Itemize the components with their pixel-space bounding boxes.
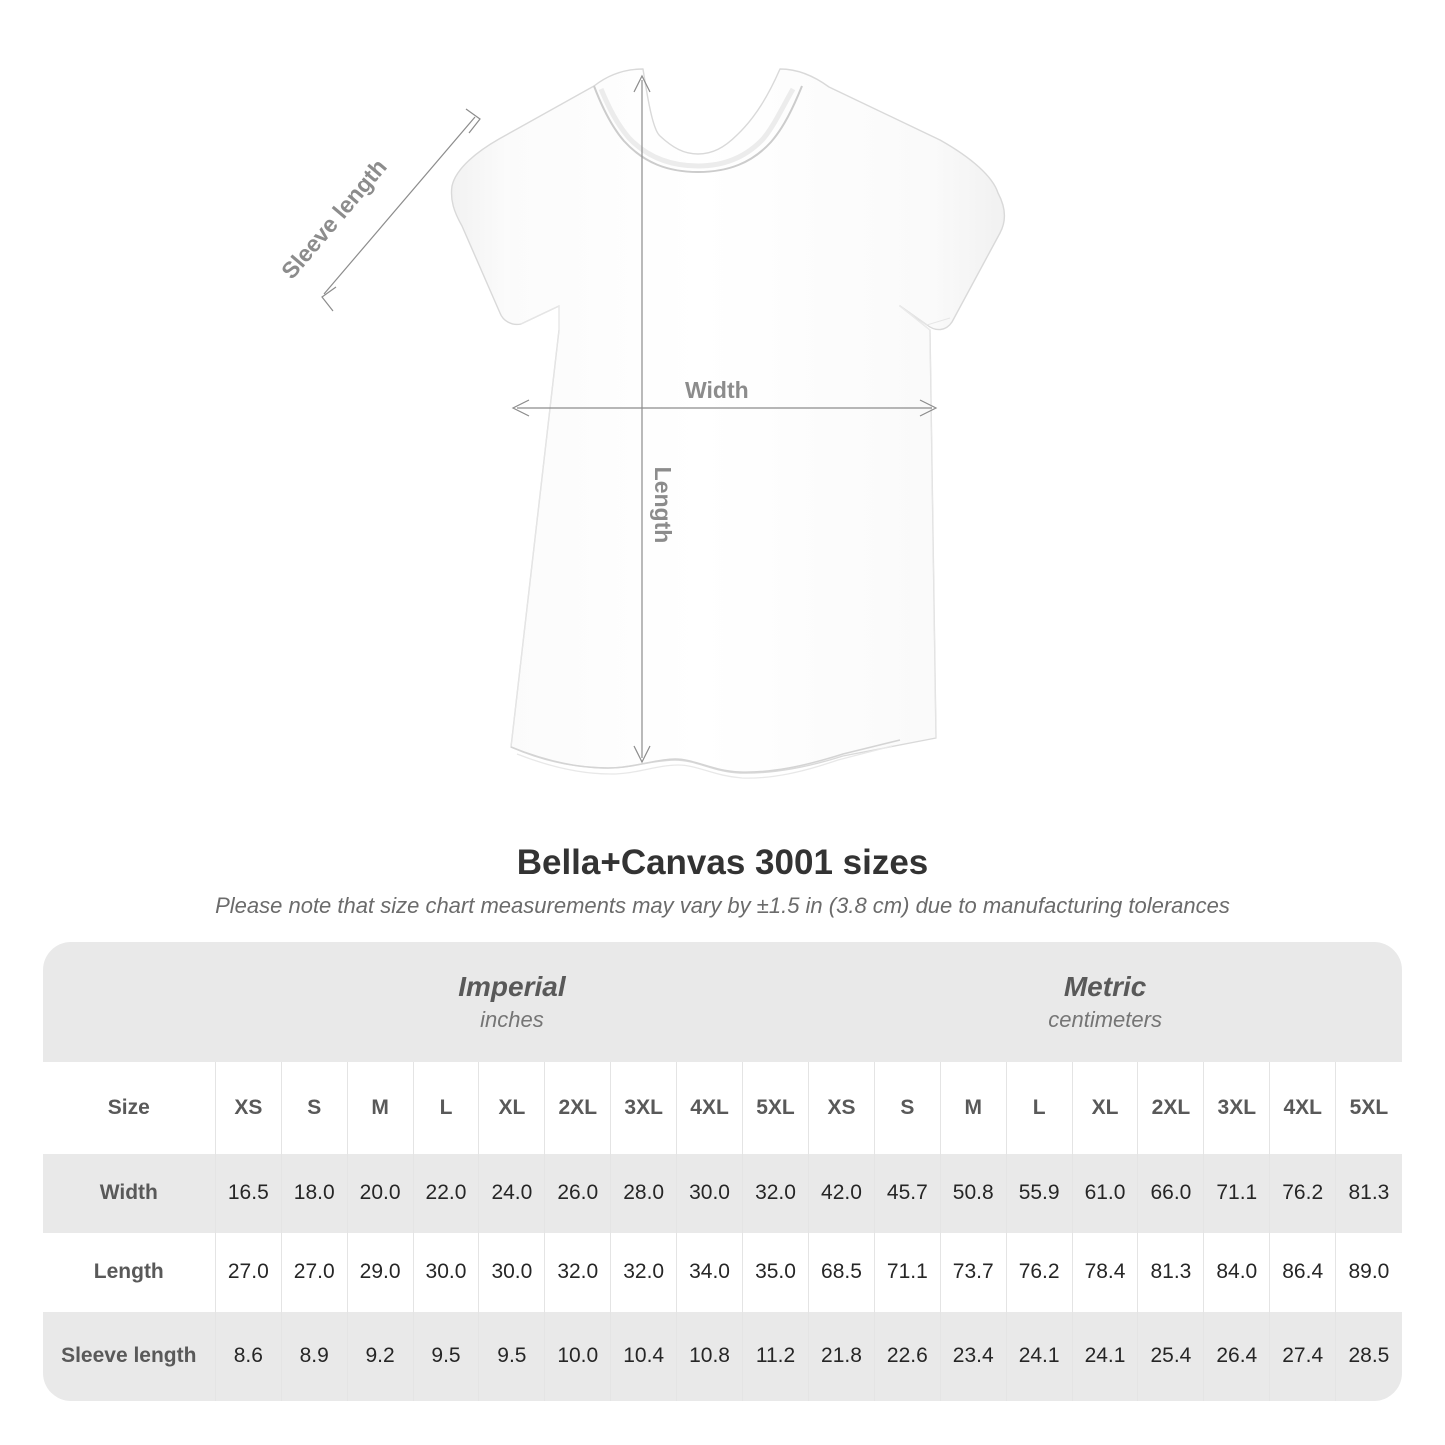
svg-text:Width: Width — [685, 377, 749, 403]
svg-text:Length: Length — [650, 467, 676, 544]
svg-text:Sleeve length: Sleeve length — [276, 154, 392, 284]
